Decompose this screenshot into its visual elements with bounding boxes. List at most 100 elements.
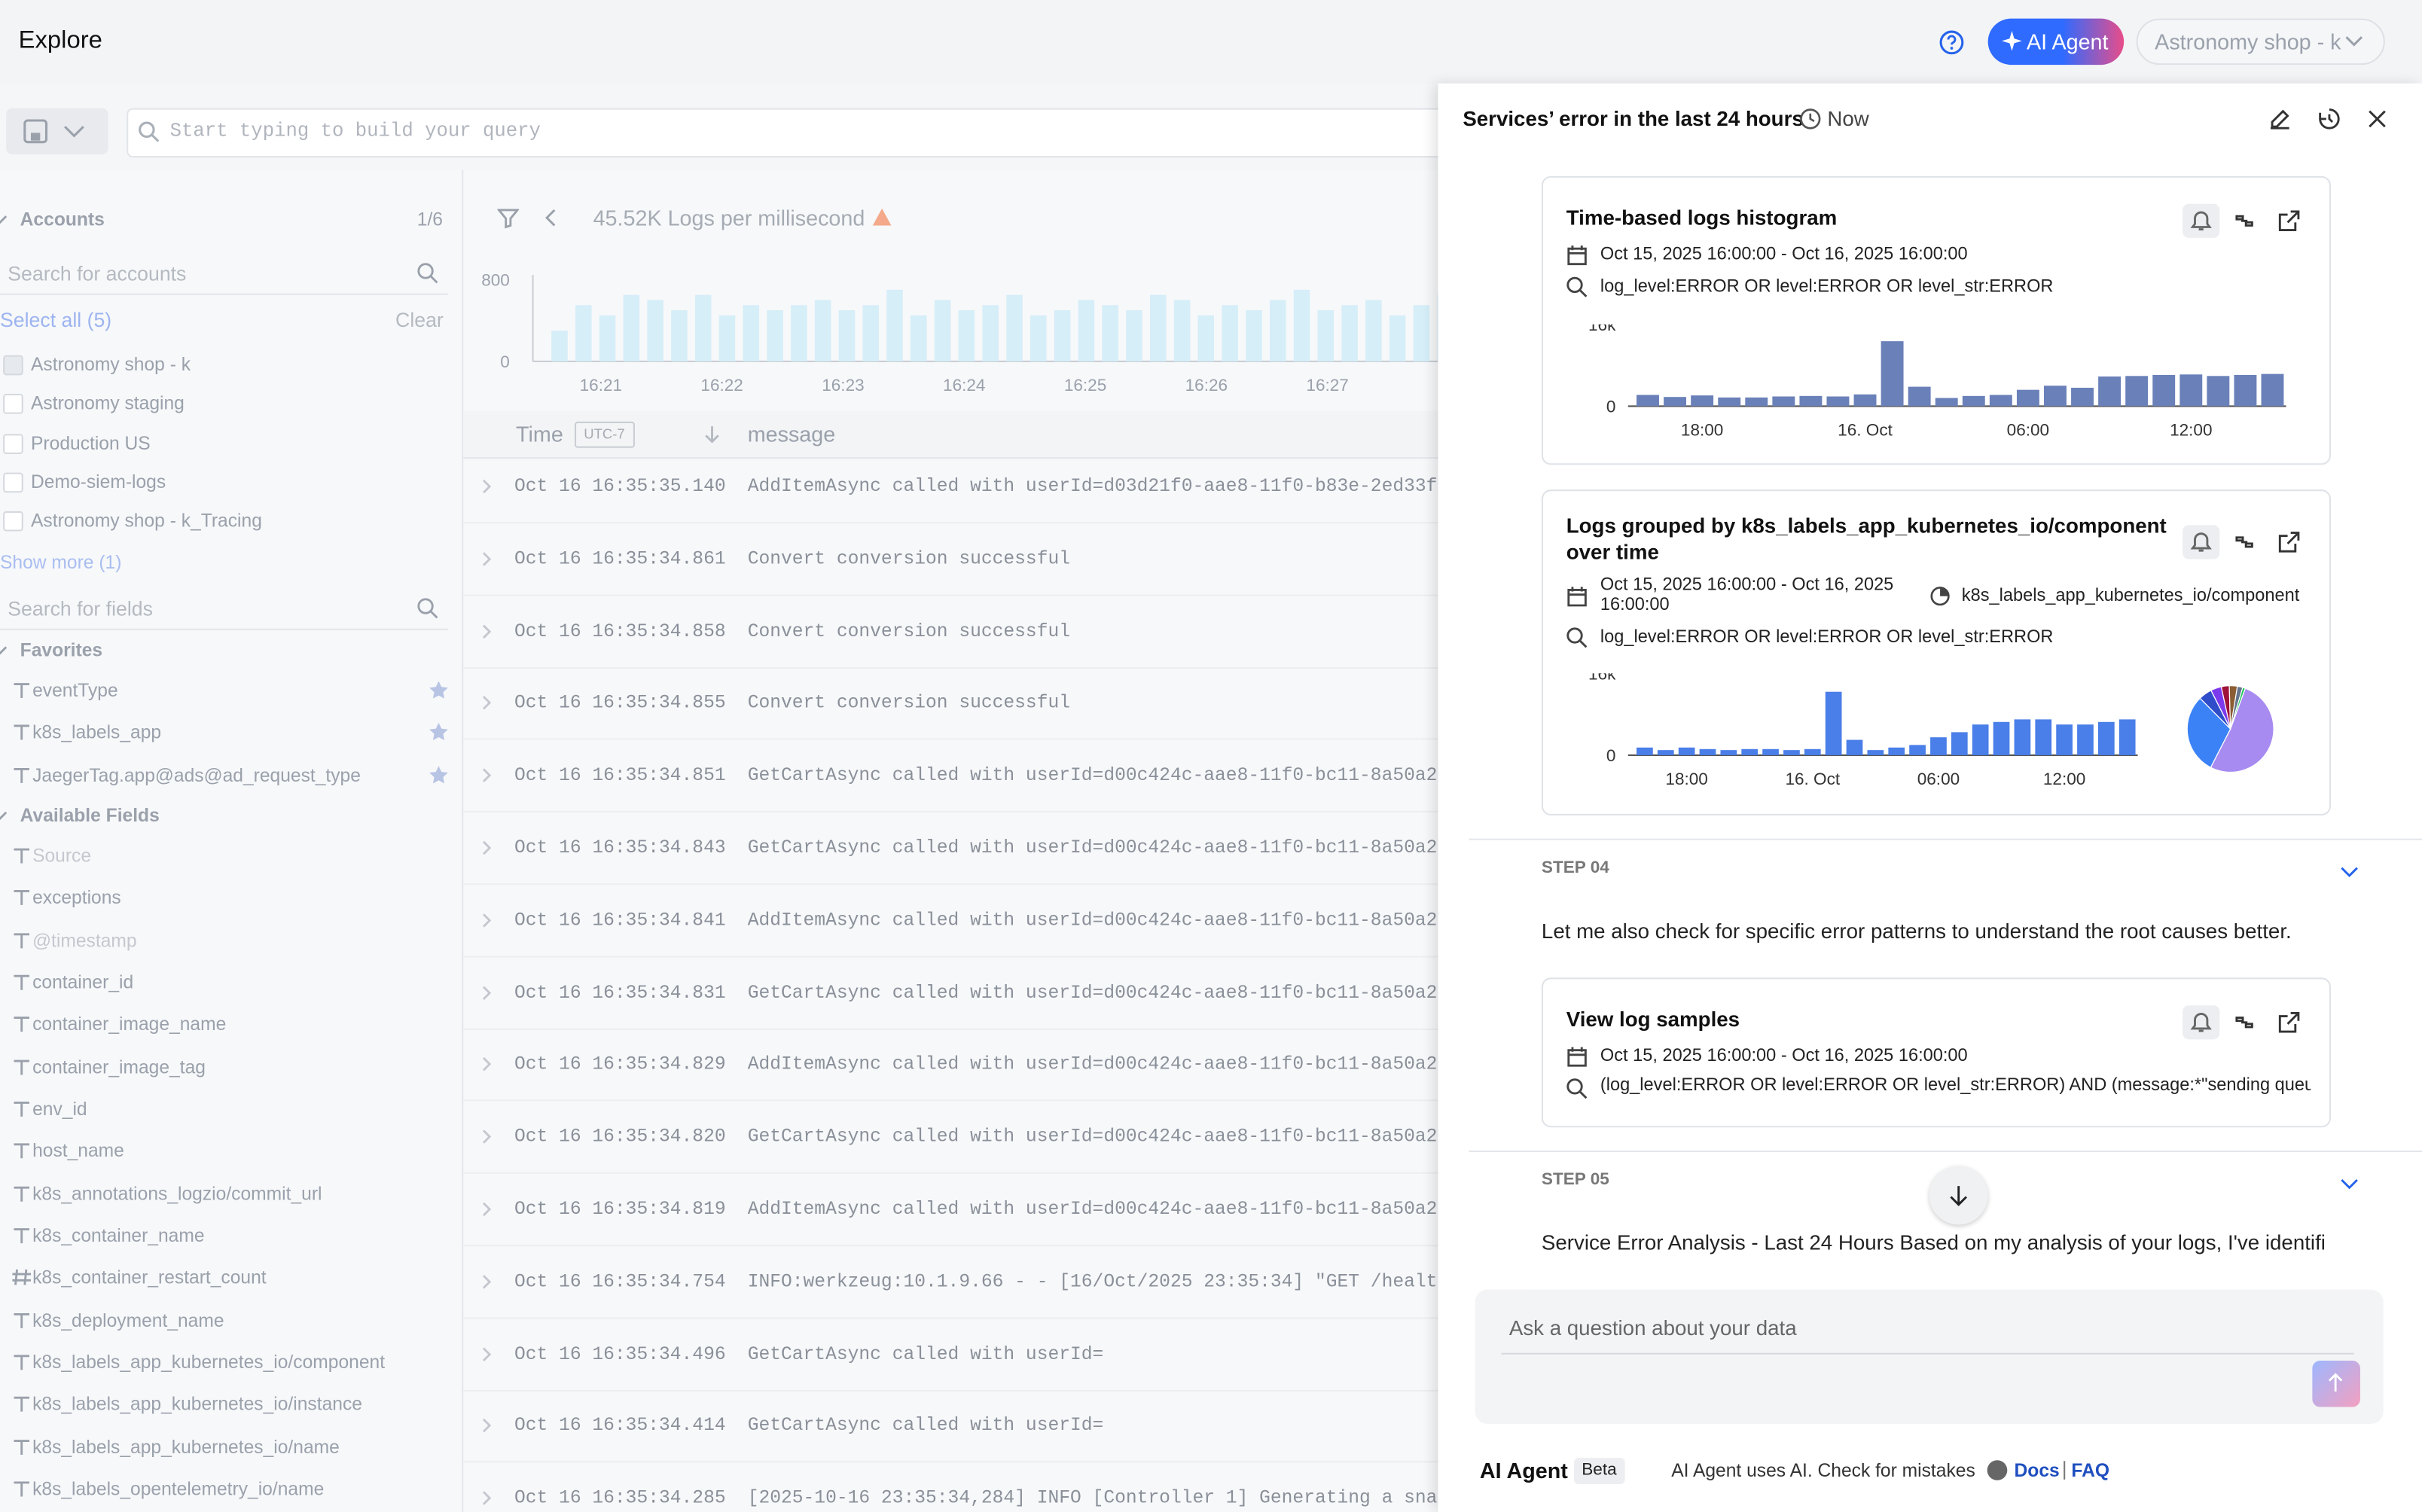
- log-time: Oct 16 16:35:34.285: [514, 1487, 726, 1510]
- field-name[interactable]: k8s_deployment_name: [32, 1309, 224, 1331]
- account-item[interactable]: Demo-siem-logs: [31, 471, 166, 493]
- log-row[interactable]: [463, 957, 1452, 1030]
- link-icon-path: [2235, 1017, 2253, 1029]
- histogram-bar: [1691, 395, 1714, 407]
- y-tick-label: 0: [500, 352, 510, 371]
- favorite-field[interactable]: JaegerTag.app@ads@ad_request_type: [32, 764, 361, 786]
- log-row[interactable]: [463, 1029, 1452, 1102]
- sidebar: [0, 169, 464, 1512]
- docs-link[interactable]: Docs: [2014, 1459, 2060, 1481]
- expand-icon-path: [482, 1057, 492, 1072]
- accounts-search[interactable]: Search for accounts: [8, 261, 187, 285]
- histogram-bar: [1173, 300, 1191, 361]
- checkbox[interactable]: [3, 394, 23, 415]
- field-name[interactable]: @timestamp: [32, 929, 137, 951]
- field-name[interactable]: container_id: [32, 971, 134, 993]
- field-name[interactable]: k8s_labels_app_kubernetes_io/instance: [32, 1393, 362, 1416]
- histogram-bar: [575, 305, 592, 361]
- field-name[interactable]: exceptions: [32, 886, 121, 909]
- chat-input[interactable]: [1475, 1289, 2384, 1425]
- histogram-bar: [1006, 294, 1023, 361]
- query-bar[interactable]: [127, 108, 1459, 158]
- histogram-bar: [1741, 748, 1759, 755]
- log-message: AddItemAsync called with userId=d00c424c…: [747, 1198, 1460, 1221]
- field-name[interactable]: k8s_labels_app_kubernetes_io/name: [32, 1435, 340, 1458]
- footer-name: AI Agent: [1479, 1458, 1568, 1483]
- x-tick-label: 16:24: [943, 376, 985, 395]
- y-tick-label: 16k: [1588, 673, 1616, 683]
- alert-button[interactable]: [2183, 1005, 2220, 1040]
- field-name[interactable]: k8s_labels_opentelemetry_io/name: [32, 1477, 325, 1500]
- chevron: [2345, 36, 2363, 47]
- arrow-down-icon: [1950, 1186, 1967, 1206]
- histogram-bar: [743, 305, 760, 361]
- log-row[interactable]: [463, 596, 1452, 669]
- bell-icon-path: [2190, 1013, 2212, 1032]
- log-row[interactable]: [463, 1318, 1452, 1392]
- histogram-bar: [694, 294, 712, 361]
- group-icon: [1930, 587, 1950, 606]
- histogram-bar: [1772, 396, 1795, 407]
- show-more[interactable]: Show more (1): [0, 551, 122, 573]
- panel-title: Services’ error in the last 24 hours: [1463, 107, 1804, 131]
- expand-icon: [482, 768, 492, 783]
- log-row[interactable]: [463, 1246, 1452, 1319]
- log-row[interactable]: [463, 885, 1452, 958]
- histogram-bar: [2056, 724, 2073, 755]
- field-name[interactable]: k8s_container_restart_count: [32, 1267, 267, 1289]
- field-name[interactable]: Source: [32, 844, 92, 867]
- clock-icon: [1800, 108, 1821, 130]
- select-all[interactable]: Select all (5): [0, 308, 112, 331]
- fields-search[interactable]: Search for fields: [8, 596, 153, 620]
- collapse-icon-path: [0, 811, 8, 821]
- step-label: STEP 05: [1541, 1170, 1609, 1190]
- account-item[interactable]: Astronomy shop - k: [31, 353, 191, 376]
- alert-button[interactable]: [2183, 203, 2220, 238]
- histogram-bar: [2118, 719, 2136, 755]
- log-row[interactable]: [463, 1391, 1452, 1464]
- save-button[interactable]: [6, 108, 108, 155]
- faq-link[interactable]: FAQ: [2071, 1459, 2110, 1481]
- x-tick-label: 16:26: [1185, 376, 1228, 395]
- log-row[interactable]: [463, 668, 1452, 741]
- chat-placeholder[interactable]: Ask a question about your data: [1508, 1316, 1797, 1340]
- log-row[interactable]: [463, 1102, 1452, 1175]
- available-title: Available Fields: [20, 804, 160, 827]
- log-row[interactable]: [463, 523, 1452, 596]
- log-row[interactable]: [463, 451, 1452, 524]
- checkbox[interactable]: [3, 511, 23, 532]
- field-name[interactable]: k8s_annotations_logzio/commit_url: [32, 1182, 322, 1205]
- type-icon-path: [14, 1355, 29, 1370]
- help-icon[interactable]: [1939, 29, 1965, 56]
- histogram-bar: [2152, 374, 2176, 407]
- field-name[interactable]: k8s_container_name: [32, 1224, 205, 1247]
- account-item[interactable]: Production US: [31, 431, 151, 454]
- alert-button[interactable]: [2183, 525, 2220, 559]
- field-name[interactable]: host_name: [32, 1140, 124, 1162]
- clear-button[interactable]: Clear: [395, 308, 444, 331]
- account-select[interactable]: [2136, 18, 2385, 66]
- log-time: Oct 16 16:35:34.858: [514, 620, 726, 642]
- log-row[interactable]: [463, 740, 1452, 813]
- favorite-field[interactable]: k8s_labels_app: [32, 721, 162, 744]
- card-title: Time-based logs histogram: [1566, 206, 1838, 230]
- histogram-bar: [767, 309, 783, 361]
- account-item[interactable]: Astronomy staging: [31, 392, 185, 415]
- favorite-field[interactable]: eventType: [32, 679, 118, 702]
- checkbox[interactable]: [3, 355, 23, 376]
- histogram-bar: [647, 300, 663, 361]
- field-name[interactable]: container_image_name: [32, 1014, 227, 1035]
- query-placeholder[interactable]: Start typing to build your query: [169, 120, 541, 142]
- field-name[interactable]: k8s_labels_app_kubernetes_io/component: [32, 1351, 386, 1373]
- histogram-bar: [862, 305, 880, 361]
- histogram-bar: [2014, 719, 2031, 755]
- field-name[interactable]: container_image_tag: [32, 1056, 206, 1078]
- log-row[interactable]: [463, 1174, 1452, 1247]
- checkbox[interactable]: [3, 433, 23, 454]
- checkbox[interactable]: [3, 472, 23, 493]
- account-item[interactable]: Astronomy shop - k_Tracing: [31, 510, 262, 532]
- account-label[interactable]: Astronomy shop - k: [2155, 29, 2341, 54]
- log-row[interactable]: [463, 812, 1452, 886]
- ai-agent-label[interactable]: AI Agent: [2026, 29, 2109, 54]
- field-name[interactable]: env_id: [32, 1098, 87, 1120]
